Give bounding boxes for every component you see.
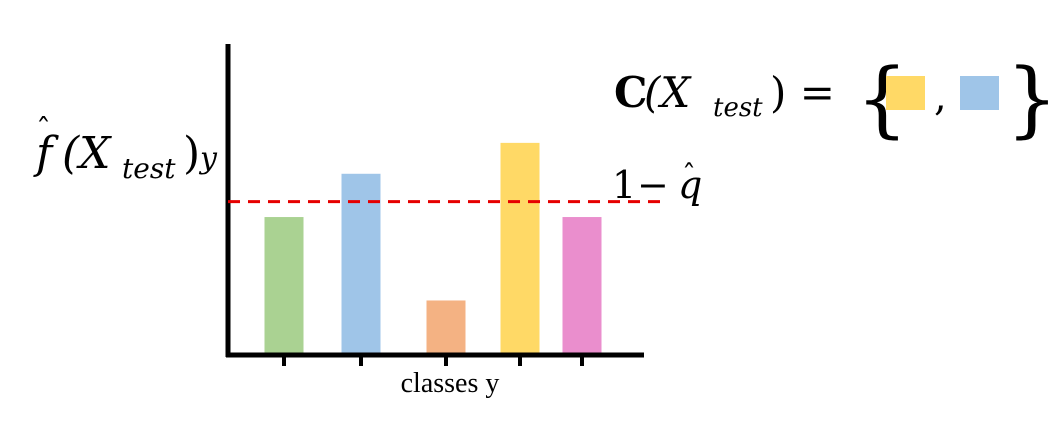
bar-orange — [426, 300, 466, 353]
set-C: C — [614, 68, 647, 117]
threshold-q: q — [678, 163, 702, 207]
set-comma: , — [934, 74, 947, 120]
y-label-sub: test — [122, 152, 176, 185]
set-rbrace: } — [1006, 52, 1051, 147]
y-axis-label: f ˆ (X test ) y — [33, 113, 218, 185]
set-member-blue — [960, 76, 999, 110]
y-label-open: (X — [62, 128, 112, 179]
bar-blue — [341, 173, 381, 353]
prediction-set-formula: C (X test ) = { , } — [614, 52, 1051, 147]
y-label-close: ) — [183, 128, 200, 179]
y-label-suffix: y — [198, 141, 218, 176]
set-args: (X — [644, 68, 692, 117]
threshold-one: 1 — [612, 163, 636, 207]
set-close: ) = — [770, 68, 835, 117]
y-label-hat: ˆ — [36, 113, 51, 148]
bar-pink — [562, 217, 602, 353]
set-sub: test — [713, 93, 763, 123]
x-axis-label: classes y — [401, 368, 500, 399]
threshold-hat: ˆ — [682, 159, 696, 192]
bars — [264, 142, 602, 353]
set-member-yellow — [886, 76, 925, 110]
threshold-label: 1 − q ˆ — [612, 159, 702, 207]
threshold-minus: − — [637, 163, 669, 207]
bar-yellow — [500, 142, 540, 353]
bar-green — [264, 217, 304, 353]
